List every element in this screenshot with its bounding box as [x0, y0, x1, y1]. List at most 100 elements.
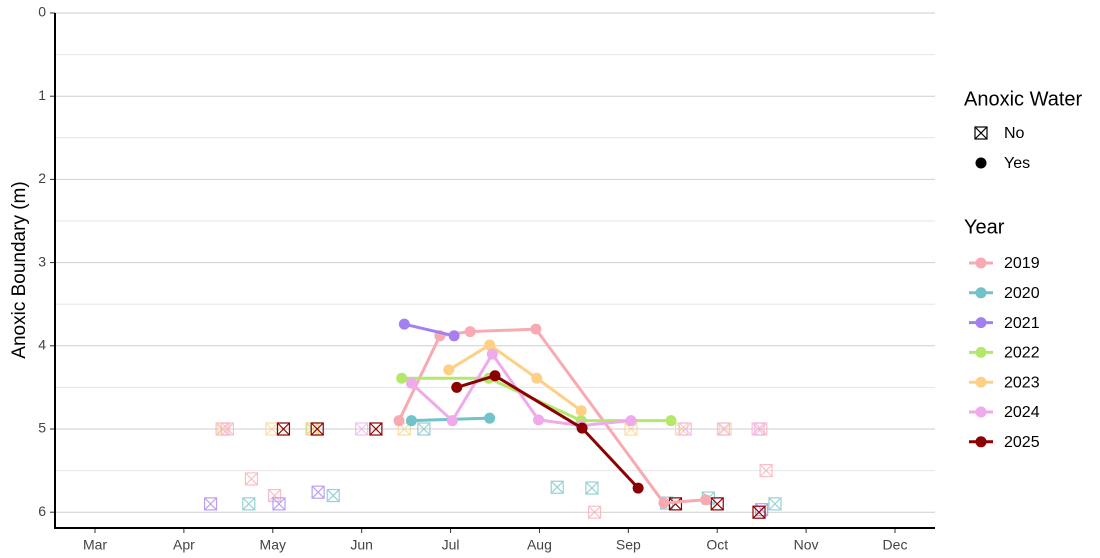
x-tick-label: May: [260, 537, 286, 553]
legend-marker: [975, 287, 987, 299]
marker-cross: [417, 422, 431, 436]
yes-point: [393, 415, 405, 427]
no-marker: [244, 472, 259, 486]
marker-box: [242, 497, 256, 511]
marker-cross: [305, 422, 319, 436]
marker-box: [759, 463, 773, 478]
no-marker: [716, 422, 731, 436]
marker-box: [585, 481, 599, 495]
series-line: [403, 322, 455, 338]
legend-title: Year: [964, 216, 1005, 238]
marker-box: [203, 497, 218, 511]
yes-point: [405, 377, 417, 389]
marker-box: [326, 488, 340, 503]
no-marker: [751, 422, 765, 436]
yes-point: [625, 415, 637, 427]
x-tick-label: Mar: [83, 537, 107, 553]
yes-point: [665, 415, 677, 427]
yes-point: [484, 339, 496, 351]
marker-box: [678, 422, 692, 436]
yes-point: [398, 318, 410, 330]
marker-box: [355, 422, 369, 436]
marker-cross: [326, 489, 340, 502]
marker-cross: [678, 422, 692, 436]
yes-point: [448, 330, 460, 342]
marker-cross: [588, 505, 601, 519]
no-marker: [276, 422, 291, 436]
yes-point: [530, 323, 542, 335]
marker-box: [716, 422, 731, 436]
marker-box: [550, 480, 564, 494]
marker-cross: [974, 126, 988, 140]
yes-point: [451, 381, 463, 393]
x-tick-label: Oct: [706, 537, 728, 553]
marker-cross: [710, 497, 724, 511]
x-tick-label: Aug: [527, 537, 552, 553]
legend-label: 2023: [1004, 374, 1040, 391]
no-marker: [311, 485, 325, 499]
legend-marker: [975, 406, 987, 418]
series-line: [397, 327, 706, 505]
marker-box: [276, 422, 291, 436]
marker-box: [710, 497, 724, 511]
marker-cross: [669, 497, 682, 511]
marker-box: [310, 422, 324, 436]
x-tick-label: Dec: [883, 537, 908, 553]
marker-box: [220, 422, 235, 436]
no-marker: [974, 126, 988, 140]
marker-cross: [277, 422, 290, 436]
yes-point: [396, 372, 408, 384]
marker-cross: [675, 422, 689, 436]
y-tick-label: 3: [38, 253, 46, 269]
no-marker: [267, 488, 282, 503]
legend-label: Yes: [1004, 155, 1030, 172]
no-marker: [242, 497, 256, 511]
x-tick-label: Apr: [173, 537, 195, 553]
marker-cross: [242, 497, 256, 511]
marker-cross: [311, 485, 325, 499]
no-marker: [550, 480, 564, 494]
x-tick-label: Nov: [794, 537, 819, 553]
no-marker: [310, 422, 324, 436]
legend-label: 2024: [1004, 404, 1040, 421]
marker-cross: [217, 422, 231, 436]
no-marker: [678, 422, 692, 436]
yes-point: [446, 415, 458, 427]
no-marker: [326, 488, 340, 503]
marker-cross: [754, 422, 768, 436]
yes-point: [486, 348, 498, 360]
marker-cross: [717, 422, 730, 436]
legend-label: 2020: [1004, 285, 1040, 302]
yes-point: [576, 422, 588, 434]
marker-box: [768, 497, 782, 511]
legend-label: 2022: [1004, 345, 1040, 362]
legend-marker: [975, 317, 987, 329]
series-line: [456, 374, 640, 490]
marker-cross: [306, 422, 320, 436]
y-tick-label: 4: [38, 336, 46, 352]
no-marker: [752, 505, 766, 519]
series-line: [447, 343, 583, 412]
no-marker: [355, 422, 369, 436]
marker-cross: [310, 422, 324, 436]
yes-point: [484, 412, 496, 424]
marker-box: [311, 485, 325, 499]
marker-cross: [369, 422, 383, 436]
no-marker: [220, 422, 235, 436]
yes-point: [443, 364, 455, 376]
yes-point: [464, 326, 476, 338]
no-marker: [203, 497, 218, 511]
y-tick-label: 1: [38, 87, 46, 103]
legend-label: 2025: [1004, 434, 1040, 451]
x-tick-label: Sep: [616, 537, 641, 553]
no-marker: [710, 497, 724, 511]
yes-point: [632, 482, 644, 494]
marker-box: [267, 488, 282, 503]
marker-cross: [585, 481, 599, 495]
no-marker: [417, 422, 431, 436]
no-marker: [587, 505, 602, 519]
legend-marker: [975, 436, 987, 448]
marker-cross: [272, 497, 286, 511]
